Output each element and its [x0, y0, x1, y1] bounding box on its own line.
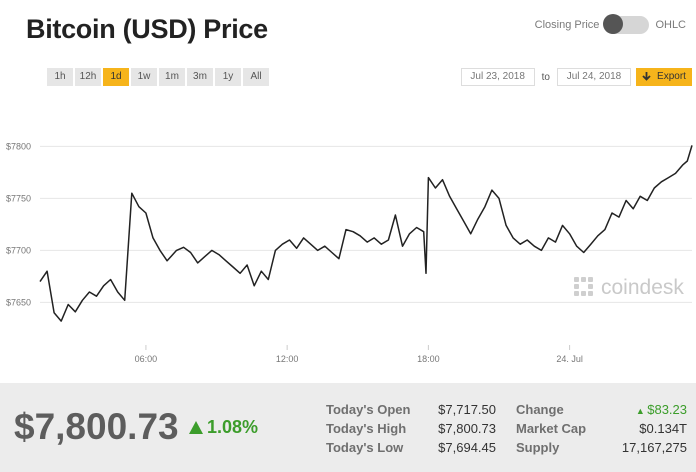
price-line: [39, 145, 693, 322]
market-cap-value: $0.134T: [639, 421, 687, 436]
chart-mode-toggle: Closing Price OHLC: [534, 14, 686, 34]
chart-grid: [40, 145, 692, 303]
daily-stats: Today's Open $7,717.50 Today's High $7,800…: [326, 400, 496, 457]
x-tick-label: 18:00: [417, 354, 440, 364]
range-3m[interactable]: 3m: [187, 68, 213, 86]
export-label: Export: [657, 71, 686, 82]
page-title: Bitcoin (USD) Price: [26, 14, 268, 44]
range-selector: 1h 12h 1d 1w 1m 3m 1y All: [47, 68, 269, 86]
date-range: Jul 23, 2018 to Jul 24, 2018 Export: [460, 68, 692, 86]
supply-value: 17,167,275: [621, 440, 687, 455]
summary-panel: $7,800.73 1.08% Today's Open $7,717.50 To…: [0, 383, 696, 472]
x-tick-label: 24. Jul: [556, 354, 583, 364]
range-all[interactable]: All: [243, 68, 269, 86]
range-1m[interactable]: 1m: [159, 68, 185, 86]
today-low-value: $7,694.45: [438, 440, 496, 455]
x-axis-labels: 06:00 12:00 18:00 24. Jul: [135, 345, 583, 364]
y-tick-label: $7800: [6, 141, 31, 151]
ohlc-label: OHLC: [655, 19, 686, 31]
price-chart[interactable]: $7800 $7750 $7700 $7650 06:00 12:00 18:00 24. …: [0, 130, 696, 370]
end-date-input[interactable]: Jul 24, 2018: [557, 68, 631, 86]
change-amount: $83.23: [647, 402, 687, 417]
range-1w[interactable]: 1w: [131, 68, 157, 86]
export-button[interactable]: Export: [636, 68, 692, 86]
change-percent-value: 1.08%: [207, 417, 259, 437]
range-1h[interactable]: 1h: [47, 68, 73, 86]
range-1d[interactable]: 1d: [103, 68, 129, 86]
price-change-percent: 1.08%: [189, 417, 258, 438]
x-tick-label: 12:00: [276, 354, 299, 364]
closing-price-label: Closing Price: [534, 19, 600, 31]
current-price: $7,800.73: [14, 406, 179, 447]
y-tick-label: $7650: [6, 297, 31, 307]
start-date-input[interactable]: Jul 23, 2018: [460, 68, 535, 86]
change-label: Change: [516, 402, 564, 417]
x-tick-label: 06:00: [135, 354, 158, 364]
coindesk-watermark: coindesk: [574, 276, 684, 299]
today-open-label: Today's Open: [326, 402, 411, 417]
today-high-value: $7,800.73: [438, 421, 496, 436]
up-arrow-icon: [189, 421, 203, 434]
switch-knob: [603, 14, 624, 34]
change-value: ▲ $83.23: [636, 400, 687, 419]
today-low-label: Today's Low: [326, 440, 404, 455]
mode-switch[interactable]: [603, 14, 650, 34]
today-high-label: Today's High: [326, 421, 407, 436]
today-open-value: $7,717.50: [438, 402, 496, 417]
supply-label: Supply: [516, 440, 560, 455]
small-up-arrow-icon: ▲: [635, 406, 648, 416]
range-12h[interactable]: 12h: [75, 68, 101, 86]
watermark-text: coindesk: [601, 276, 684, 299]
to-label: to: [541, 71, 550, 83]
range-1y[interactable]: 1y: [215, 68, 241, 86]
market-stats: Change ▲ $83.23 Market Cap $0.134T Supply 1…: [516, 400, 687, 457]
market-cap-label: Market Cap: [516, 421, 587, 436]
y-tick-label: $7700: [6, 245, 31, 255]
y-tick-label: $7750: [6, 193, 31, 203]
coindesk-logo-icon: [574, 277, 593, 296]
download-icon: [642, 72, 651, 81]
y-axis-labels: $7800 $7750 $7700 $7650: [6, 141, 31, 307]
